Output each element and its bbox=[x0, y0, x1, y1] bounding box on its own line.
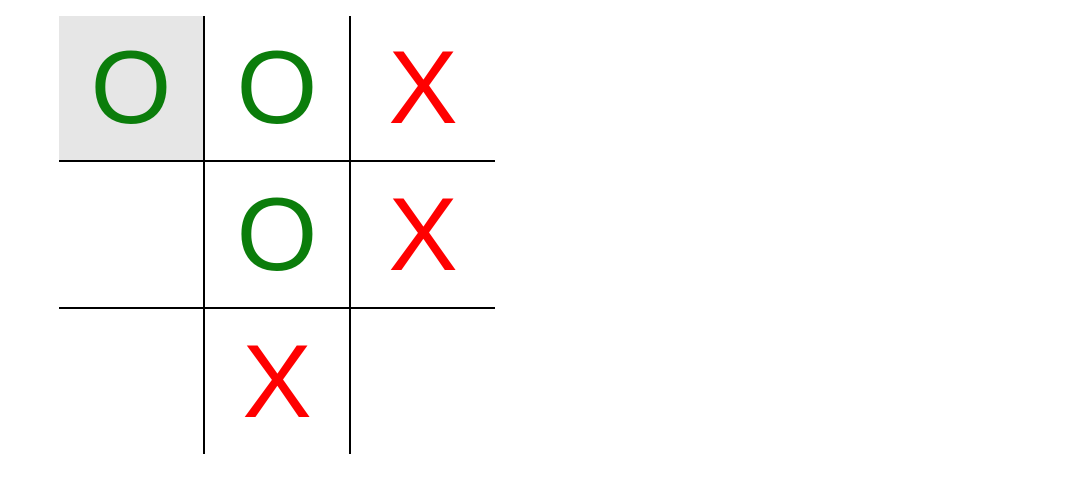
cell-r0-c1[interactable]: O bbox=[236, 30, 318, 146]
grid-line-horizontal-2 bbox=[59, 307, 495, 309]
cell-r1-c0[interactable] bbox=[59, 162, 203, 307]
grid-line-horizontal-1 bbox=[59, 160, 495, 162]
cell-r2-c2[interactable] bbox=[351, 309, 495, 454]
cell-r2-c0[interactable] bbox=[59, 309, 203, 454]
cell-r1-c1[interactable]: O bbox=[236, 176, 318, 293]
grid-line-vertical-2 bbox=[349, 16, 351, 454]
tic-tac-toe-board: O O X O X X bbox=[59, 16, 495, 454]
cell-r0-c2[interactable]: X bbox=[388, 30, 458, 146]
cell-r0-c0[interactable]: O bbox=[59, 16, 203, 160]
cell-r1-c2[interactable]: X bbox=[388, 176, 458, 293]
grid-line-vertical-1 bbox=[203, 16, 205, 454]
cell-r2-c1[interactable]: X bbox=[242, 323, 312, 440]
